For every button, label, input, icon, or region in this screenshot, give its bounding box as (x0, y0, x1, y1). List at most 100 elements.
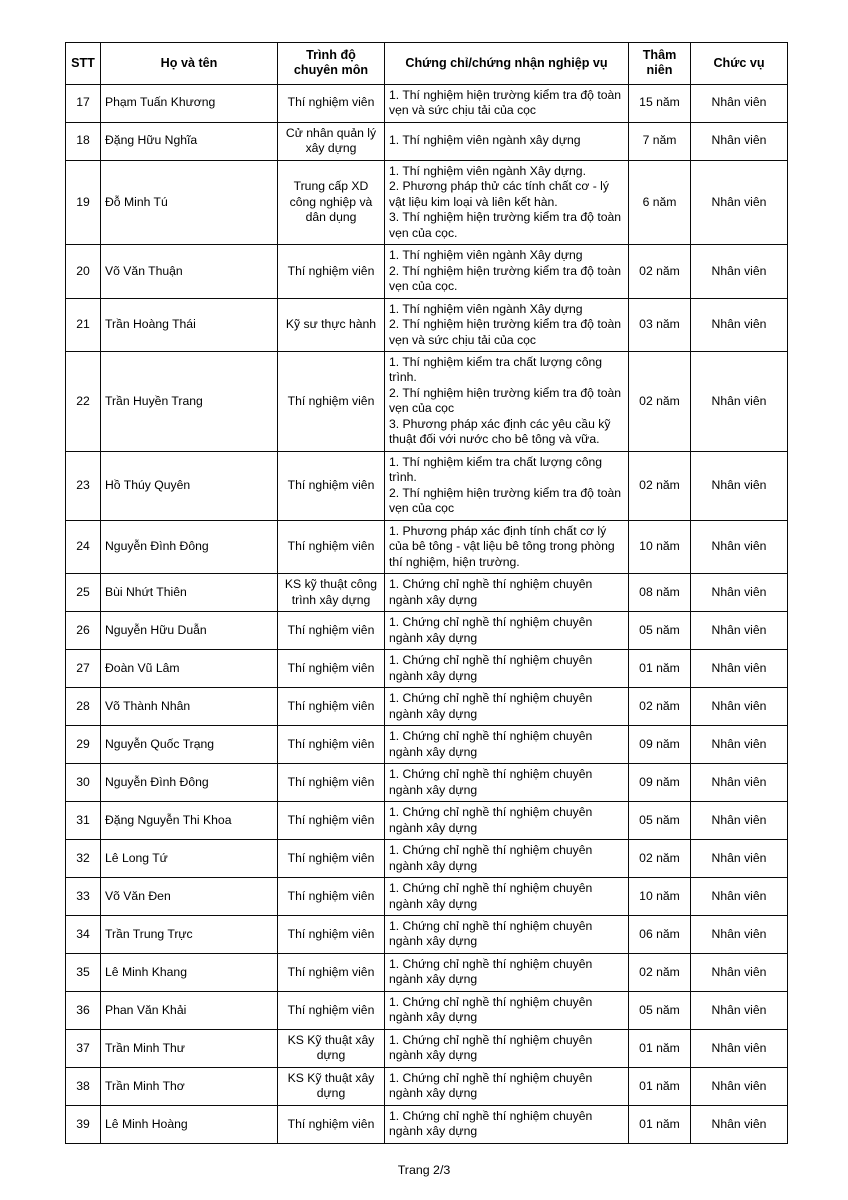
table-row: 20 Võ Văn Thuận Thí nghiệm viên 1. Thí nghi… (65, 244, 788, 299)
cell-qualification: Thí nghiệm viên (277, 915, 385, 954)
cell-certificates: 1. Chứng chỉ nghề thí nghiệm chuyên ngàn… (384, 611, 629, 651)
cell-full-name: Nguyễn Hữu Duẫn (100, 611, 278, 651)
cell-certificates: 1. Chứng chỉ nghề thí nghiệm chuyên ngàn… (384, 687, 629, 727)
cell-qualification: Thí nghiệm viên (277, 83, 385, 123)
cell-seniority: 10 năm (628, 877, 691, 916)
cell-qualification: KS Kỹ thuật xây dựng (277, 1028, 385, 1068)
cell-seniority: 6 năm (628, 159, 691, 246)
cell-position: Nhân viên (690, 1104, 788, 1144)
cell-certificates: 1. Chứng chỉ nghề thí nghiệm chuyên ngàn… (384, 725, 629, 765)
table-row: 36 Phan Văn Khải Thí nghiệm viên 1. Chứng c… (65, 990, 788, 1030)
cell-full-name: Đặng Hữu Nghĩa (100, 121, 278, 161)
table-body: 17 Phạm Tuấn Khương Thí nghiệm viên 1. Thí … (65, 83, 788, 1144)
cell-seniority: 02 năm (628, 952, 691, 992)
cell-certificates: 1. Thí nghiệm viên ngành Xây dựng 2. Thí… (384, 297, 629, 352)
table-row: 18 Đặng Hữu Nghĩa Cử nhân quản lý xây dựng… (65, 121, 788, 161)
table-row: 35 Lê Minh Khang Thí nghiệm viên 1. Chứng c… (65, 952, 788, 992)
cell-certificates: 1. Chứng chỉ nghề thí nghiệm chuyên ngàn… (384, 801, 629, 841)
cell-seniority: 08 năm (628, 573, 691, 613)
cell-certificates: 1. Thí nghiệm viên ngành Xây dựng 2. Thí… (384, 244, 629, 299)
cell-position: Nhân viên (690, 877, 788, 916)
column-header-full-name: Họ và tên (100, 42, 278, 85)
cell-position: Nhân viên (690, 297, 788, 352)
cell-position: Nhân viên (690, 915, 788, 954)
cell-position: Nhân viên (690, 725, 788, 765)
table-row: 29 Nguyễn Quốc Trạng Thí nghiệm viên 1. Chứ… (65, 725, 788, 765)
cell-full-name: Nguyễn Đình Đông (100, 763, 278, 803)
cell-qualification: Thí nghiệm viên (277, 990, 385, 1030)
cell-stt: 28 (65, 687, 101, 727)
cell-full-name: Lê Long Tứ (100, 839, 278, 879)
cell-full-name: Võ Văn Thuận (100, 244, 278, 299)
cell-position: Nhân viên (690, 801, 788, 841)
cell-stt: 31 (65, 801, 101, 841)
table-row: 21 Trần Hoàng Thái Kỹ sư thực hành 1. Thí n… (65, 297, 788, 352)
cell-position: Nhân viên (690, 450, 788, 521)
cell-stt: 26 (65, 611, 101, 651)
cell-certificates: 1. Chứng chỉ nghề thí nghiệm chuyên ngàn… (384, 990, 629, 1030)
cell-stt: 21 (65, 297, 101, 352)
cell-full-name: Hồ Thúy Quyên (100, 450, 278, 521)
cell-stt: 33 (65, 877, 101, 916)
table-row: 37 Trần Minh Thư KS Kỹ thuật xây dựng 1. Ch… (65, 1028, 788, 1068)
cell-seniority: 09 năm (628, 763, 691, 803)
cell-qualification: Thí nghiệm viên (277, 649, 385, 689)
cell-certificates: 1. Thí nghiệm hiện trường kiểm tra độ to… (384, 83, 629, 123)
column-header-stt: STT (65, 42, 101, 85)
cell-position: Nhân viên (690, 244, 788, 299)
cell-full-name: Đặng Nguyễn Thi Khoa (100, 801, 278, 841)
cell-qualification: Thí nghiệm viên (277, 244, 385, 299)
table-header: STT Họ và tên Trình độ chuyên môn Chứng … (65, 42, 788, 85)
cell-stt: 32 (65, 839, 101, 879)
cell-position: Nhân viên (690, 159, 788, 246)
cell-qualification: KS Kỹ thuật xây dựng (277, 1066, 385, 1106)
cell-position: Nhân viên (690, 1028, 788, 1068)
cell-qualification: Thí nghiệm viên (277, 801, 385, 841)
cell-full-name: Phan Văn Khải (100, 990, 278, 1030)
cell-stt: 34 (65, 915, 101, 954)
cell-full-name: Nguyễn Đình Đông (100, 519, 278, 575)
cell-stt: 23 (65, 450, 101, 521)
cell-seniority: 02 năm (628, 839, 691, 879)
cell-certificates: 1. Thí nghiệm kiểm tra chất lượng công t… (384, 450, 629, 521)
table-row: 28 Võ Thành Nhân Thí nghiệm viên 1. Chứng c… (65, 687, 788, 727)
cell-certificates: 1. Chứng chỉ nghề thí nghiệm chuyên ngàn… (384, 877, 629, 916)
table-row: 27 Đoàn Vũ Lâm Thí nghiệm viên 1. Chứng chỉ… (65, 649, 788, 689)
cell-qualification: Thí nghiệm viên (277, 687, 385, 727)
cell-full-name: Trần Minh Thư (100, 1028, 278, 1068)
cell-qualification: Thí nghiệm viên (277, 952, 385, 992)
cell-stt: 35 (65, 952, 101, 992)
table-row: 38 Trần Minh Thơ KS Kỹ thuật xây dựng 1. Ch… (65, 1066, 788, 1106)
cell-seniority: 06 năm (628, 915, 691, 954)
cell-position: Nhân viên (690, 121, 788, 161)
cell-full-name: Nguyễn Quốc Trạng (100, 725, 278, 765)
cell-seniority: 05 năm (628, 611, 691, 651)
cell-position: Nhân viên (690, 573, 788, 613)
cell-certificates: 1. Chứng chỉ nghề thí nghiệm chuyên ngàn… (384, 839, 629, 879)
cell-stt: 20 (65, 244, 101, 299)
cell-stt: 24 (65, 519, 101, 575)
cell-position: Nhân viên (690, 649, 788, 689)
cell-seniority: 05 năm (628, 990, 691, 1030)
cell-position: Nhân viên (690, 611, 788, 651)
cell-stt: 29 (65, 725, 101, 765)
column-header-qualification: Trình độ chuyên môn (277, 42, 385, 85)
cell-certificates: 1. Chứng chỉ nghề thí nghiệm chuyên ngàn… (384, 1028, 629, 1068)
cell-full-name: Trần Hoàng Thái (100, 297, 278, 352)
cell-position: Nhân viên (690, 519, 788, 575)
table-header-row: STT Họ và tên Trình độ chuyên môn Chứng … (65, 42, 788, 85)
cell-certificates: 1. Chứng chỉ nghề thí nghiệm chuyên ngàn… (384, 1066, 629, 1106)
cell-qualification: Thí nghiệm viên (277, 519, 385, 575)
cell-seniority: 7 năm (628, 121, 691, 161)
cell-full-name: Trần Trung Trực (100, 915, 278, 954)
cell-qualification: Trung cấp XD công nghiệp và dân dụng (277, 159, 385, 246)
cell-certificates: 1. Chứng chỉ nghề thí nghiệm chuyên ngàn… (384, 915, 629, 954)
cell-seniority: 02 năm (628, 350, 691, 452)
cell-position: Nhân viên (690, 350, 788, 452)
page-footer: Trang 2/3 (397, 1163, 451, 1177)
table-row: 17 Phạm Tuấn Khương Thí nghiệm viên 1. Thí … (65, 83, 788, 123)
staff-table: STT Họ và tên Trình độ chuyên môn Chứng … (65, 42, 788, 1144)
cell-full-name: Phạm Tuấn Khương (100, 83, 278, 123)
cell-full-name: Lê Minh Khang (100, 952, 278, 992)
